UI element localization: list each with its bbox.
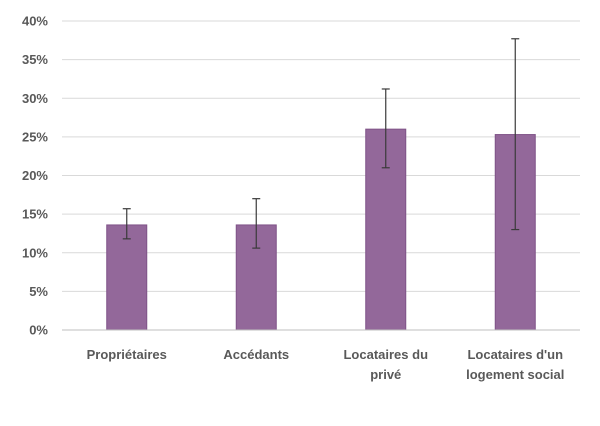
y-tick-label: 10% bbox=[22, 245, 48, 260]
y-tick-label: 35% bbox=[22, 52, 48, 67]
x-tick-label-line: privé bbox=[370, 367, 401, 382]
y-tick-label: 20% bbox=[22, 168, 48, 183]
x-tick-label-line: Accédants bbox=[223, 347, 289, 362]
bars bbox=[106, 128, 536, 331]
bar bbox=[106, 224, 148, 331]
x-tick-label-line: Locataires du bbox=[343, 347, 428, 362]
y-tick-label: 40% bbox=[22, 14, 48, 29]
y-tick-label: 0% bbox=[29, 323, 48, 338]
x-tick-label: Propriétaires bbox=[87, 347, 167, 362]
error-bars bbox=[122, 38, 520, 249]
y-tick-label: 15% bbox=[22, 207, 48, 222]
x-tick-label-line: logement social bbox=[466, 367, 564, 382]
y-tick-label: 30% bbox=[22, 91, 48, 106]
x-tick-label-line: Propriétaires bbox=[87, 347, 167, 362]
x-tick-label: Accédants bbox=[223, 347, 289, 362]
y-tick-label: 25% bbox=[22, 129, 48, 144]
y-tick-label: 5% bbox=[29, 284, 48, 299]
gridlines bbox=[62, 20, 580, 292]
x-tick-label-line: Locataires d'un bbox=[467, 347, 563, 362]
y-axis-tick-labels: 0% 5% 10% 15% 20% 25% 30% 35% 40% bbox=[22, 14, 48, 338]
x-tick-label: Locataires du privé bbox=[343, 347, 428, 382]
x-axis-tick-labels: Propriétaires Accédants Locataires du privé… bbox=[87, 347, 565, 382]
x-tick-label: Locataires d'un logement social bbox=[466, 347, 564, 382]
